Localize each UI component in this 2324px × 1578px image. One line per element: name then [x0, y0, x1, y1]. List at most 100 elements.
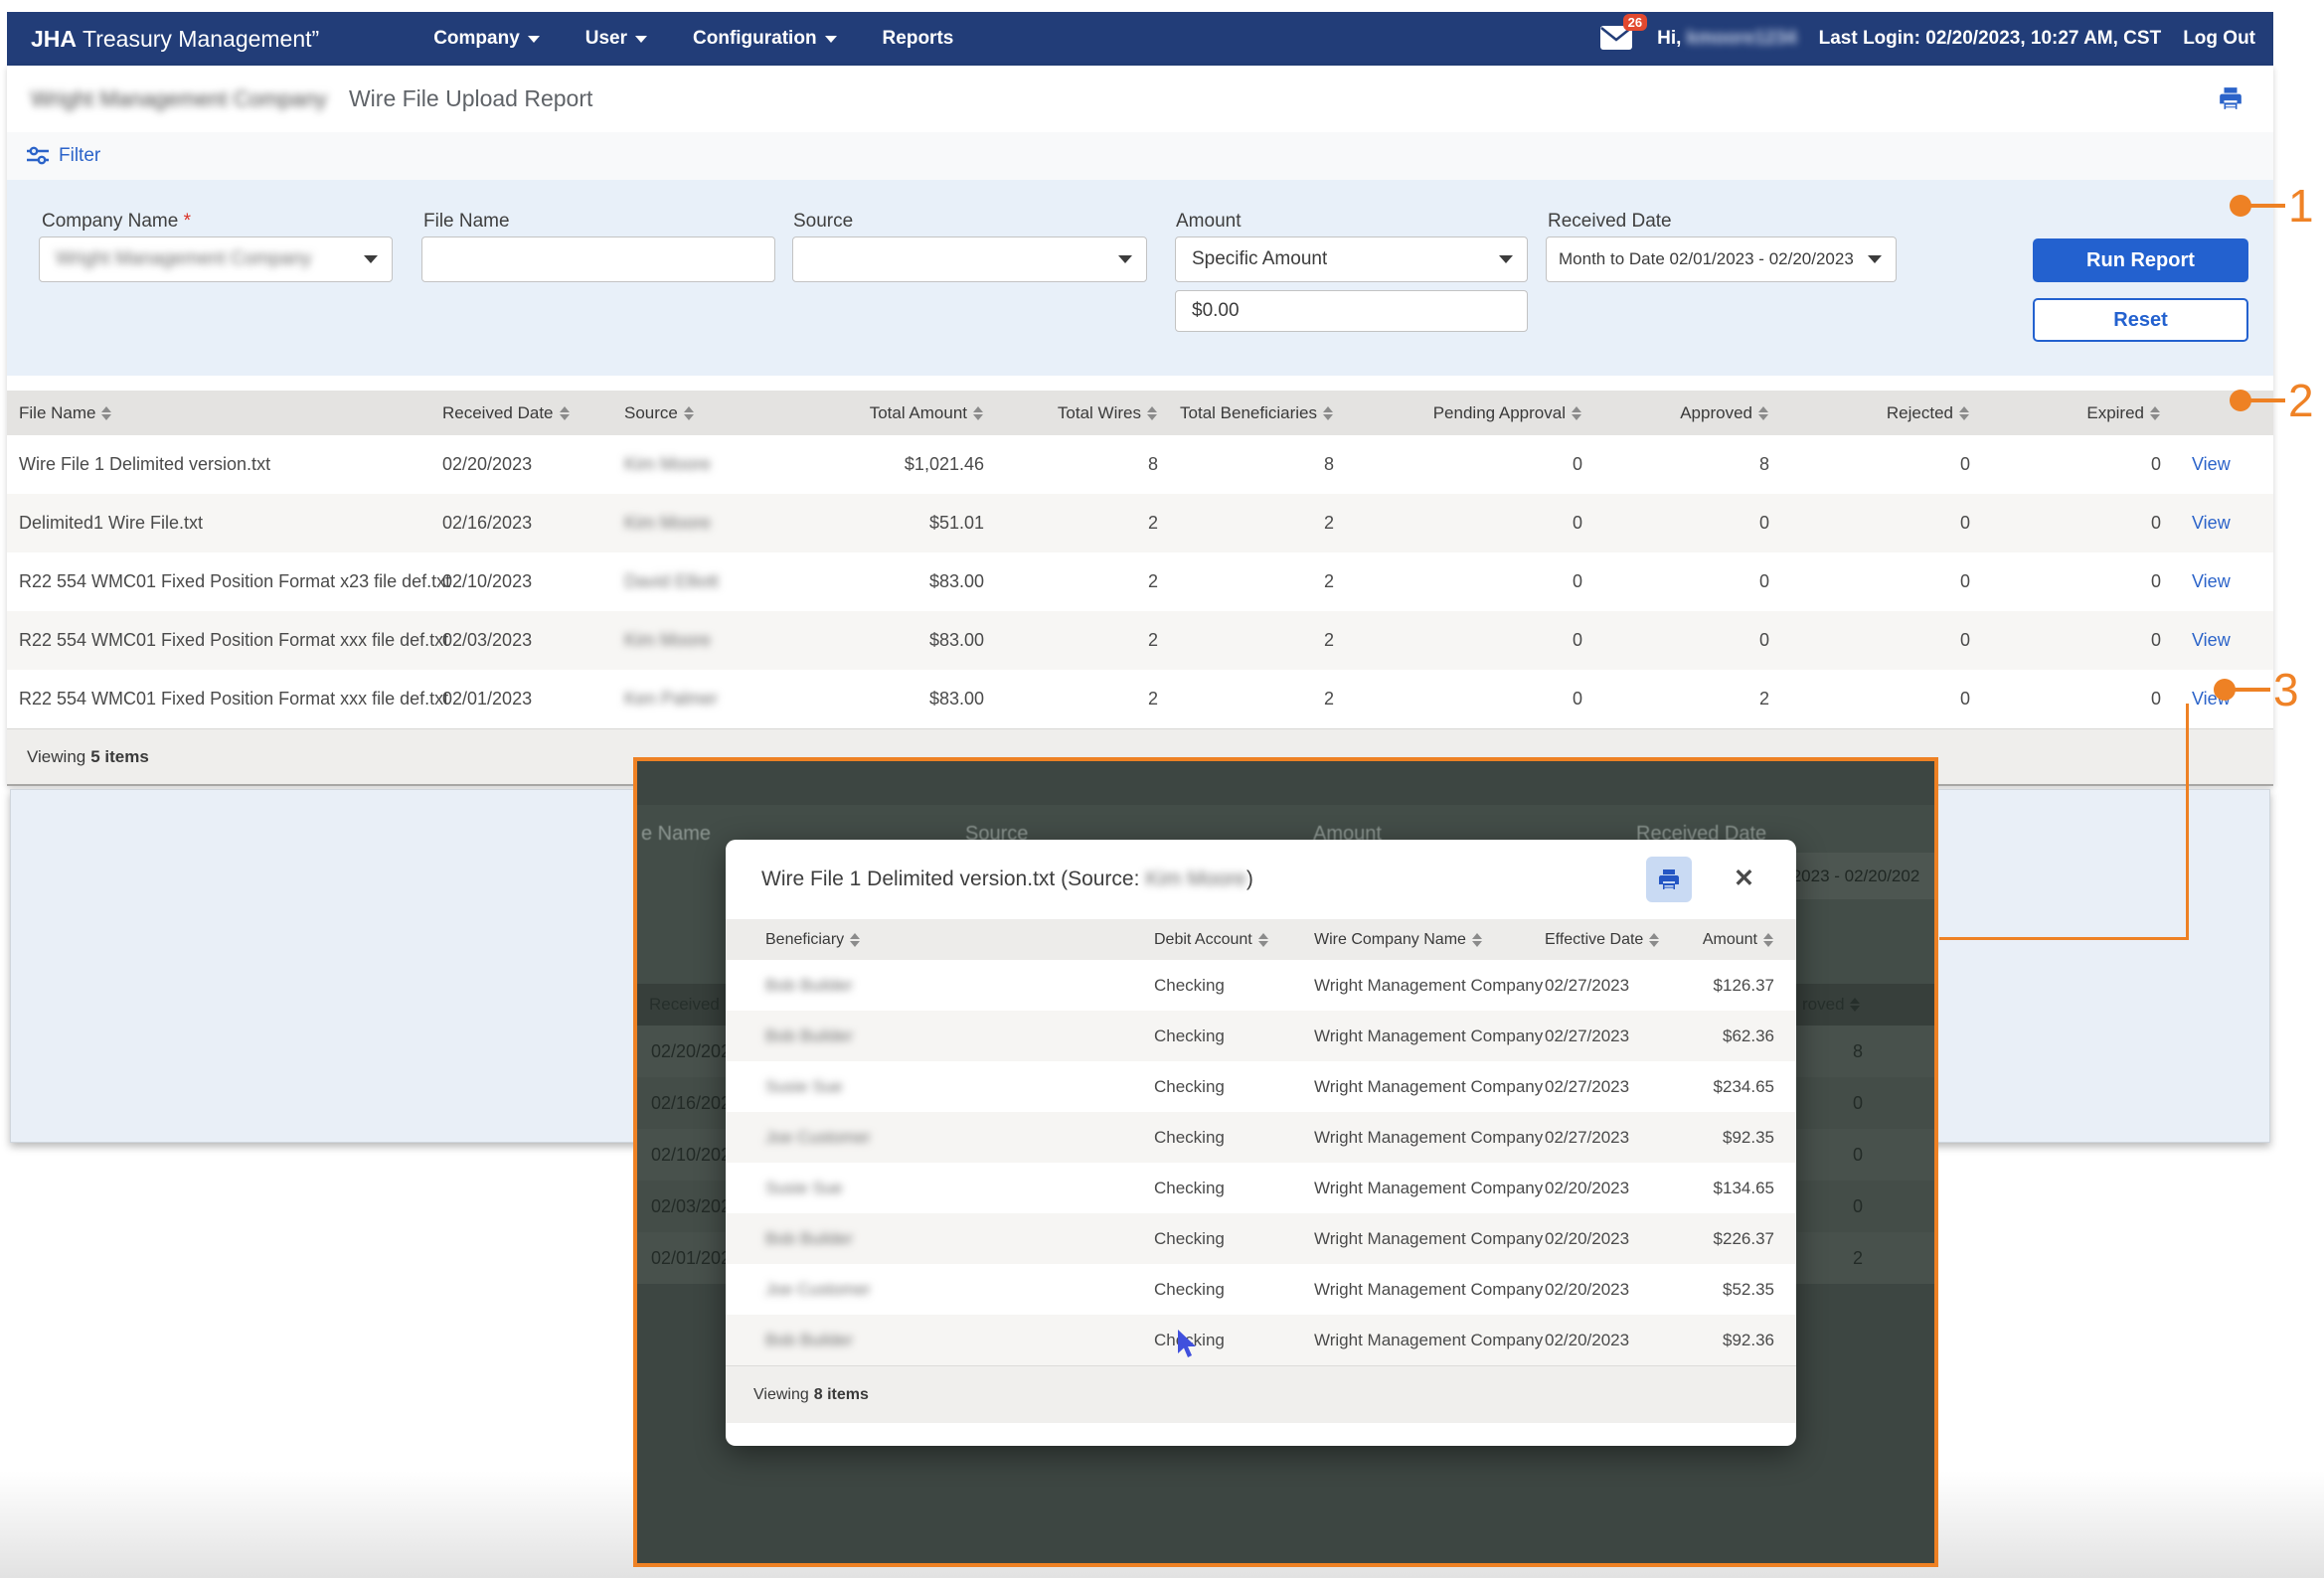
- cell-pending-approval: 0: [1572, 571, 1582, 591]
- viewing-count: 5 items: [90, 746, 149, 766]
- cell-total-amount: $83.00: [928, 630, 984, 650]
- filter-sliders-icon: [27, 146, 49, 165]
- amount-type-select[interactable]: Specific Amount: [1175, 237, 1528, 282]
- modal-table-footer: Viewing 8 items: [726, 1365, 1796, 1423]
- print-icon[interactable]: [2218, 85, 2243, 111]
- cell-amount: $234.65: [1713, 1076, 1774, 1096]
- reset-button[interactable]: Reset: [2033, 298, 2248, 342]
- chevron-down-icon: [1118, 255, 1132, 263]
- column-header[interactable]: Amount: [1703, 919, 1774, 960]
- cell-amount: $62.36: [1723, 1026, 1774, 1045]
- column-header[interactable]: Total Beneficiaries: [1180, 391, 1334, 435]
- modal-table-row: Bob Builder Checking Wright Management Com…: [726, 1315, 1796, 1365]
- annotation-dot-1: [2230, 195, 2251, 217]
- amount-value-input[interactable]: $0.00: [1175, 290, 1528, 332]
- chevron-down-icon: [1868, 255, 1882, 263]
- cell-approved: 2: [1758, 689, 1769, 709]
- menu-configuration[interactable]: Configuration: [693, 28, 837, 50]
- cell-wire-company-name: Wright Management Company: [1314, 1178, 1544, 1197]
- sort-icon[interactable]: [1323, 405, 1334, 420]
- sort-icon[interactable]: [1572, 405, 1582, 420]
- cell-debit-account: Checking: [1154, 1127, 1225, 1147]
- sort-icon[interactable]: [1147, 405, 1158, 420]
- column-header[interactable]: Rejected: [1887, 391, 1970, 435]
- navbar-right: 26 Hi, kmoore1234 Last Login: 02/20/2023…: [1599, 12, 2255, 66]
- cell-beneficiary-redacted: Joe Customer: [765, 1279, 871, 1299]
- replica-date-dropdown-fragment: /2023 - 02/20/202: [1787, 853, 1934, 899]
- view-link[interactable]: View: [2192, 513, 2231, 533]
- column-header[interactable]: Wire Company Name: [1314, 919, 1483, 960]
- run-report-button[interactable]: Run Report: [2033, 238, 2248, 282]
- column-header[interactable]: Total Amount: [870, 391, 984, 435]
- sort-icon[interactable]: [559, 405, 571, 420]
- sort-icon[interactable]: [1257, 932, 1269, 947]
- cell-rejected: 0: [1959, 571, 1970, 591]
- sort-icon[interactable]: [850, 932, 861, 947]
- cell-wire-company-name: Wright Management Company: [1314, 1076, 1544, 1096]
- sort-icon[interactable]: [1471, 932, 1483, 947]
- cell-total-beneficiaries: 2: [1323, 630, 1334, 650]
- modal-table-row: Bob Builder Checking Wright Management Com…: [726, 1213, 1796, 1264]
- cell-wire-company-name: Wright Management Company: [1314, 975, 1544, 995]
- mail-icon[interactable]: 26: [1599, 14, 1648, 54]
- sort-icon[interactable]: [1763, 932, 1774, 947]
- cell-debit-account: Checking: [1154, 1228, 1225, 1248]
- sort-icon[interactable]: [1649, 932, 1660, 947]
- company-name-select[interactable]: Wright Management Company: [39, 237, 393, 282]
- report-table-row: Delimited1 Wire File.txt 02/16/2023 Kim Mo…: [7, 494, 2273, 552]
- column-header[interactable]: Beneficiary: [765, 919, 861, 960]
- cell-beneficiary-redacted: Bob Builder: [765, 1330, 853, 1349]
- column-header[interactable]: Debit Account: [1154, 919, 1269, 960]
- sort-icon[interactable]: [1959, 405, 1970, 420]
- mail-badge: 26: [1622, 14, 1648, 31]
- chevron-down-icon: [824, 35, 837, 43]
- cell-file-name: R22 554 WMC01 Fixed Position Format xxx …: [19, 689, 449, 709]
- view-link[interactable]: View: [2192, 630, 2231, 650]
- sort-icon[interactable]: [973, 405, 984, 420]
- received-date-select[interactable]: Month to Date 02/01/2023 - 02/20/2023: [1546, 237, 1897, 282]
- cell-rejected: 0: [1959, 689, 1970, 709]
- main-menu: Company User Configuration Reports: [433, 28, 953, 50]
- cell-expired: 0: [2150, 689, 2161, 709]
- sort-icon[interactable]: [2150, 405, 2161, 420]
- cell-debit-account: Checking: [1154, 975, 1225, 995]
- mouse-cursor: [1178, 1330, 1196, 1357]
- column-header[interactable]: Pending Approval: [1433, 391, 1582, 435]
- report-table-body: Wire File 1 Delimited version.txt 02/20/2…: [7, 435, 2273, 728]
- sort-icon[interactable]: [101, 405, 112, 420]
- view-link[interactable]: View: [2192, 454, 2231, 474]
- source-select[interactable]: [792, 237, 1147, 282]
- viewing-label: Viewing: [27, 746, 86, 766]
- column-header[interactable]: File Name: [19, 391, 112, 435]
- cell-received-date: 02/10/2023: [442, 571, 533, 591]
- cell-total-wires: 8: [1147, 454, 1158, 474]
- file-name-input[interactable]: [421, 237, 775, 282]
- cell-source-redacted: Kim Moore: [624, 454, 712, 474]
- column-header[interactable]: Source: [624, 391, 695, 435]
- modal-table-row: Susie Sue Checking Wright Management Compa…: [726, 1163, 1796, 1213]
- menu-company[interactable]: Company: [433, 28, 540, 50]
- username-redacted: kmoore1234: [1686, 28, 1797, 49]
- modal-print-button[interactable]: [1646, 857, 1692, 902]
- cell-expired: 0: [2150, 454, 2161, 474]
- column-header[interactable]: Total Wires: [1058, 391, 1158, 435]
- sort-icon[interactable]: [1758, 405, 1769, 420]
- view-link[interactable]: View: [2192, 571, 2231, 591]
- menu-user[interactable]: User: [585, 28, 648, 50]
- cell-debit-account: Checking: [1154, 1178, 1225, 1197]
- column-header[interactable]: Expired: [2086, 391, 2161, 435]
- top-navbar: JHA Treasury Management” Company User Co…: [7, 12, 2273, 66]
- column-header[interactable]: Approved: [1680, 391, 1769, 435]
- modal-close-icon[interactable]: ✕: [1734, 865, 1754, 892]
- replica-label-file-name: e Name: [641, 823, 712, 845]
- cell-effective-date: 02/27/2023: [1545, 1076, 1630, 1096]
- column-header[interactable]: Effective Date: [1545, 919, 1660, 960]
- sort-icon[interactable]: [683, 405, 695, 420]
- menu-reports[interactable]: Reports: [882, 28, 954, 49]
- column-header[interactable]: Received Date: [442, 391, 571, 435]
- logout-link[interactable]: Log Out: [2183, 28, 2255, 49]
- modal-source-redacted: Kim Moore: [1145, 868, 1246, 890]
- cell-pending-approval: 0: [1572, 630, 1582, 650]
- cell-total-amount: $51.01: [928, 513, 984, 533]
- filter-toggle-bar[interactable]: Filter: [7, 132, 2273, 181]
